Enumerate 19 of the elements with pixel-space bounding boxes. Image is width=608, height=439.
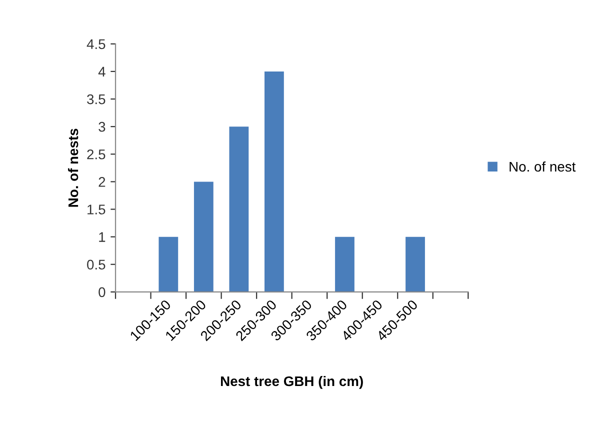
bar [194, 182, 214, 292]
y-tick-label: 4.5 [86, 39, 106, 50]
x-axis-title: Nest tree GBH (in cm) [221, 376, 363, 389]
y-tick-label: 0.5 [87, 260, 106, 270]
y-tick-label: 4 [98, 66, 106, 76]
bar [335, 236, 354, 292]
bar [264, 71, 284, 292]
bar [406, 236, 425, 292]
legend-label: No. of nest [510, 161, 576, 172]
y-tick-label: 2.5 [87, 149, 106, 160]
y-axis-title: No. of nests [68, 128, 78, 207]
y-tick-label: 3.5 [87, 94, 106, 104]
bar [158, 236, 178, 292]
y-tick-label: 1 [99, 232, 106, 242]
y-tick-label: 1.5 [88, 204, 106, 214]
y-tick-label: 2 [98, 177, 106, 187]
y-tick-label: 3 [98, 122, 106, 132]
y-tick-label: 0 [98, 287, 106, 298]
bar [229, 126, 249, 292]
